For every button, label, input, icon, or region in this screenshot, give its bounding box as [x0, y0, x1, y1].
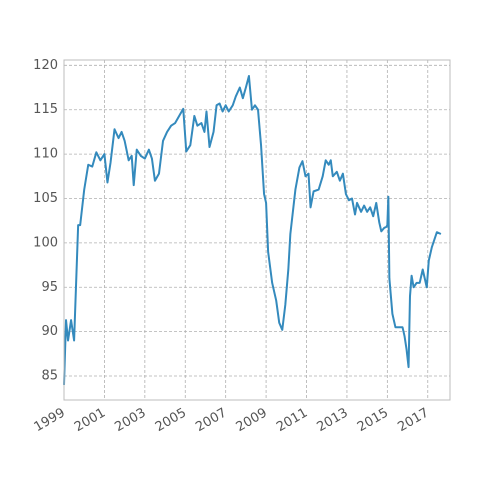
- y-tick-label: 90: [41, 324, 58, 339]
- y-tick-label: 110: [33, 147, 58, 162]
- y-tick-label: 100: [33, 235, 58, 250]
- plot-area: [64, 60, 450, 400]
- y-tick-label: 85: [41, 369, 58, 384]
- x-tick-label: 2015: [355, 406, 391, 436]
- x-tick-label: 2017: [395, 406, 431, 436]
- x-tick-label: 2011: [274, 406, 310, 436]
- x-tick-label: 2007: [193, 406, 229, 436]
- y-tick-label: 120: [33, 58, 58, 73]
- plot-frame: [63, 59, 451, 401]
- y-tick-label: 115: [33, 102, 58, 117]
- x-tick-label: 2009: [234, 406, 270, 436]
- x-tick-label: 2003: [112, 406, 148, 436]
- x-tick-label: 1999: [32, 406, 68, 436]
- marks: [63, 74, 442, 385]
- x-tick-label: 2013: [315, 406, 351, 436]
- y-tick-label: 95: [41, 280, 58, 295]
- x-tick-label: 2005: [153, 406, 189, 436]
- x-tick-label: 2001: [72, 406, 108, 436]
- y-tick-label: 105: [33, 191, 58, 206]
- line: [63, 74, 442, 385]
